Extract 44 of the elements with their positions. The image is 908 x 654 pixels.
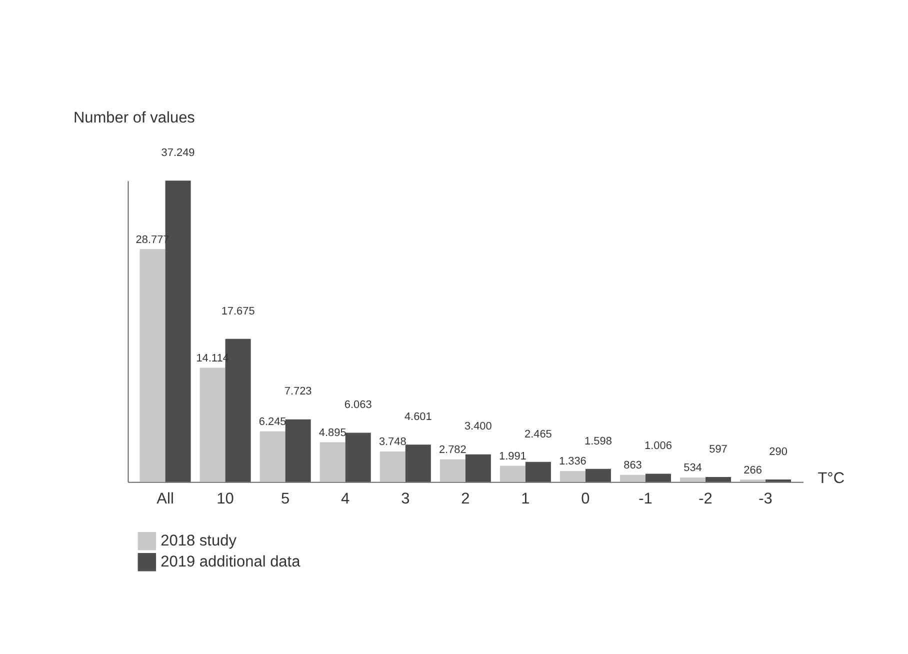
data-label: 2.782 (438, 444, 466, 456)
bar (440, 459, 466, 482)
x-tick-label: 4 (341, 490, 350, 508)
bar (200, 368, 226, 482)
bar (500, 466, 526, 482)
data-label: 4.601 (404, 410, 432, 423)
data-label: 534 (684, 462, 702, 474)
data-label: 290 (769, 446, 788, 458)
data-label: 1.598 (584, 435, 612, 448)
data-label: 597 (709, 443, 728, 456)
bar (680, 478, 706, 482)
x-tick-label: 3 (401, 490, 410, 508)
data-label: 7.723 (284, 386, 312, 398)
data-label: 1.006 (644, 440, 672, 452)
legend-label: 2019 additional data (160, 554, 301, 571)
data-label: 37.249 (161, 147, 195, 160)
x-tick-label: 2 (461, 490, 470, 508)
data-label: 1.336 (559, 456, 586, 468)
x-tick-label: All (156, 490, 174, 508)
legend-label: 2018 study (160, 532, 237, 550)
data-label: 266 (744, 464, 762, 476)
x-tick-label: 5 (281, 490, 290, 508)
bar (140, 249, 166, 482)
x-tick-label: -2 (698, 490, 712, 508)
data-label: 17.675 (221, 305, 255, 318)
x-tick-label: -3 (758, 490, 772, 508)
x-axis-title: T°C (818, 470, 845, 488)
bar (260, 431, 286, 482)
data-label: 4.895 (318, 426, 346, 439)
data-label: 1.991 (498, 450, 526, 462)
data-label: 6.063 (344, 399, 372, 412)
x-tick-label: 10 (216, 490, 234, 508)
data-label: 3.748 (378, 436, 406, 448)
y-axis-title: Number of values (73, 110, 196, 127)
x-tick-label: -1 (638, 490, 652, 508)
x-tick-label: 1 (521, 490, 530, 508)
x-tick-label: 0 (581, 490, 590, 508)
bar (380, 452, 406, 482)
data-label: 2.465 (524, 428, 552, 440)
data-label: 863 (624, 459, 642, 472)
bar (560, 471, 586, 482)
bar (320, 442, 346, 482)
bar (620, 474, 646, 482)
data-label: 3.400 (464, 420, 492, 433)
